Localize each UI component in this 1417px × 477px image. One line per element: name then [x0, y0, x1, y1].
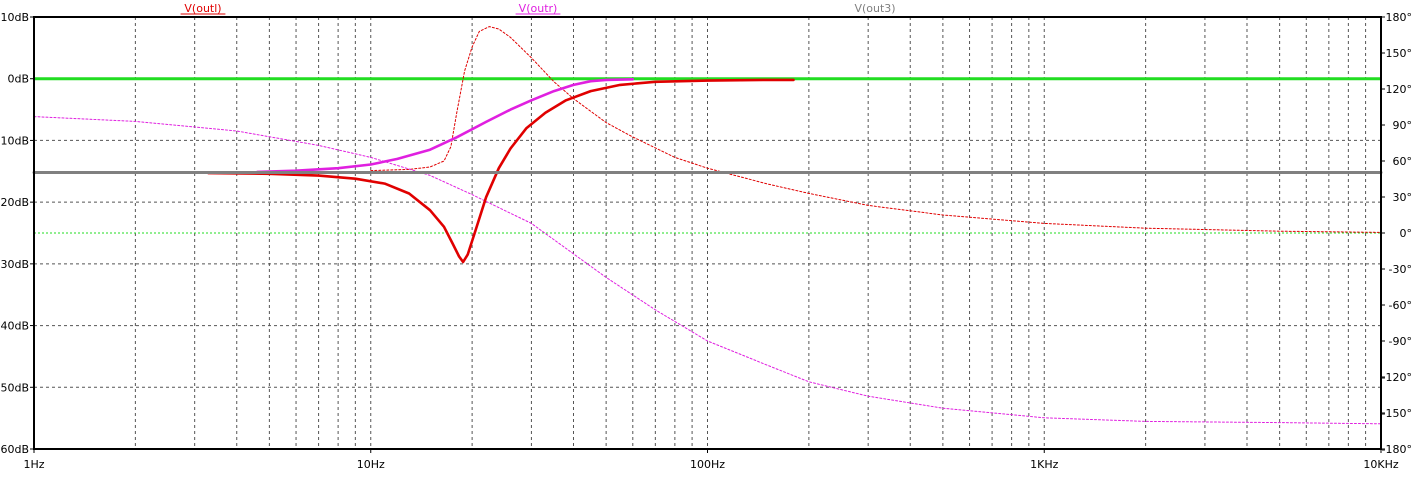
y-right-tick-label: 90° — [1393, 119, 1413, 132]
x-tick-label: 1Hz — [23, 458, 44, 471]
y-left-tick-label: -40dB — [0, 320, 29, 333]
trace-voutr-magnitude — [255, 78, 635, 174]
y-left-tick-label: -50dB — [0, 381, 29, 394]
y-right-tick-label: 150° — [1386, 47, 1413, 60]
y-left-tick-label: 0dB — [7, 73, 29, 86]
x-tick-label: 10Hz — [357, 458, 385, 471]
y-right-tick-label: -90° — [1389, 335, 1412, 348]
axes: 10dB 0dB -10dB -20dB -30dB -40dB -50dB -60dB 180… — [0, 11, 1412, 471]
y-right-tick-label: -180° — [1382, 443, 1412, 456]
legend-label: V(out3) — [854, 2, 895, 15]
y-left-tick-label: -20dB — [0, 196, 29, 209]
y-left-tick-label: -30dB — [0, 258, 29, 271]
y-right-tick-label: 60° — [1393, 155, 1413, 168]
y-right-tick-label: 0° — [1400, 227, 1413, 240]
y-right-tick-label: 30° — [1393, 191, 1413, 204]
legend-label: V(outr) — [519, 2, 558, 15]
legend: V(outl) V(outr) V(out3) — [180, 2, 896, 15]
y-left-tick-label: 10dB — [0, 11, 29, 24]
y-right-tick-label: -150° — [1382, 407, 1412, 420]
y-right-tick-label: -30° — [1389, 263, 1412, 276]
trace-voutl-phase — [370, 26, 1382, 233]
y-right-tick-label: -60° — [1389, 299, 1412, 312]
trace-voutr-phase — [33, 116, 1382, 425]
x-tick-label: 1KHz — [1030, 458, 1058, 471]
trace-voutl-magnitude — [207, 78, 795, 264]
y-left-tick-label: -10dB — [0, 134, 29, 147]
x-tick-label: 100Hz — [690, 458, 725, 471]
y-right-tick-label: 180° — [1386, 11, 1413, 24]
legend-label: V(outl) — [184, 2, 221, 15]
y-right-tick-label: -120° — [1382, 371, 1412, 384]
y-right-tick-label: 120° — [1386, 83, 1413, 96]
x-tick-label: 10KHz — [1363, 458, 1398, 471]
y-left-tick-label: -60dB — [0, 443, 29, 456]
traces — [32, 26, 1383, 425]
